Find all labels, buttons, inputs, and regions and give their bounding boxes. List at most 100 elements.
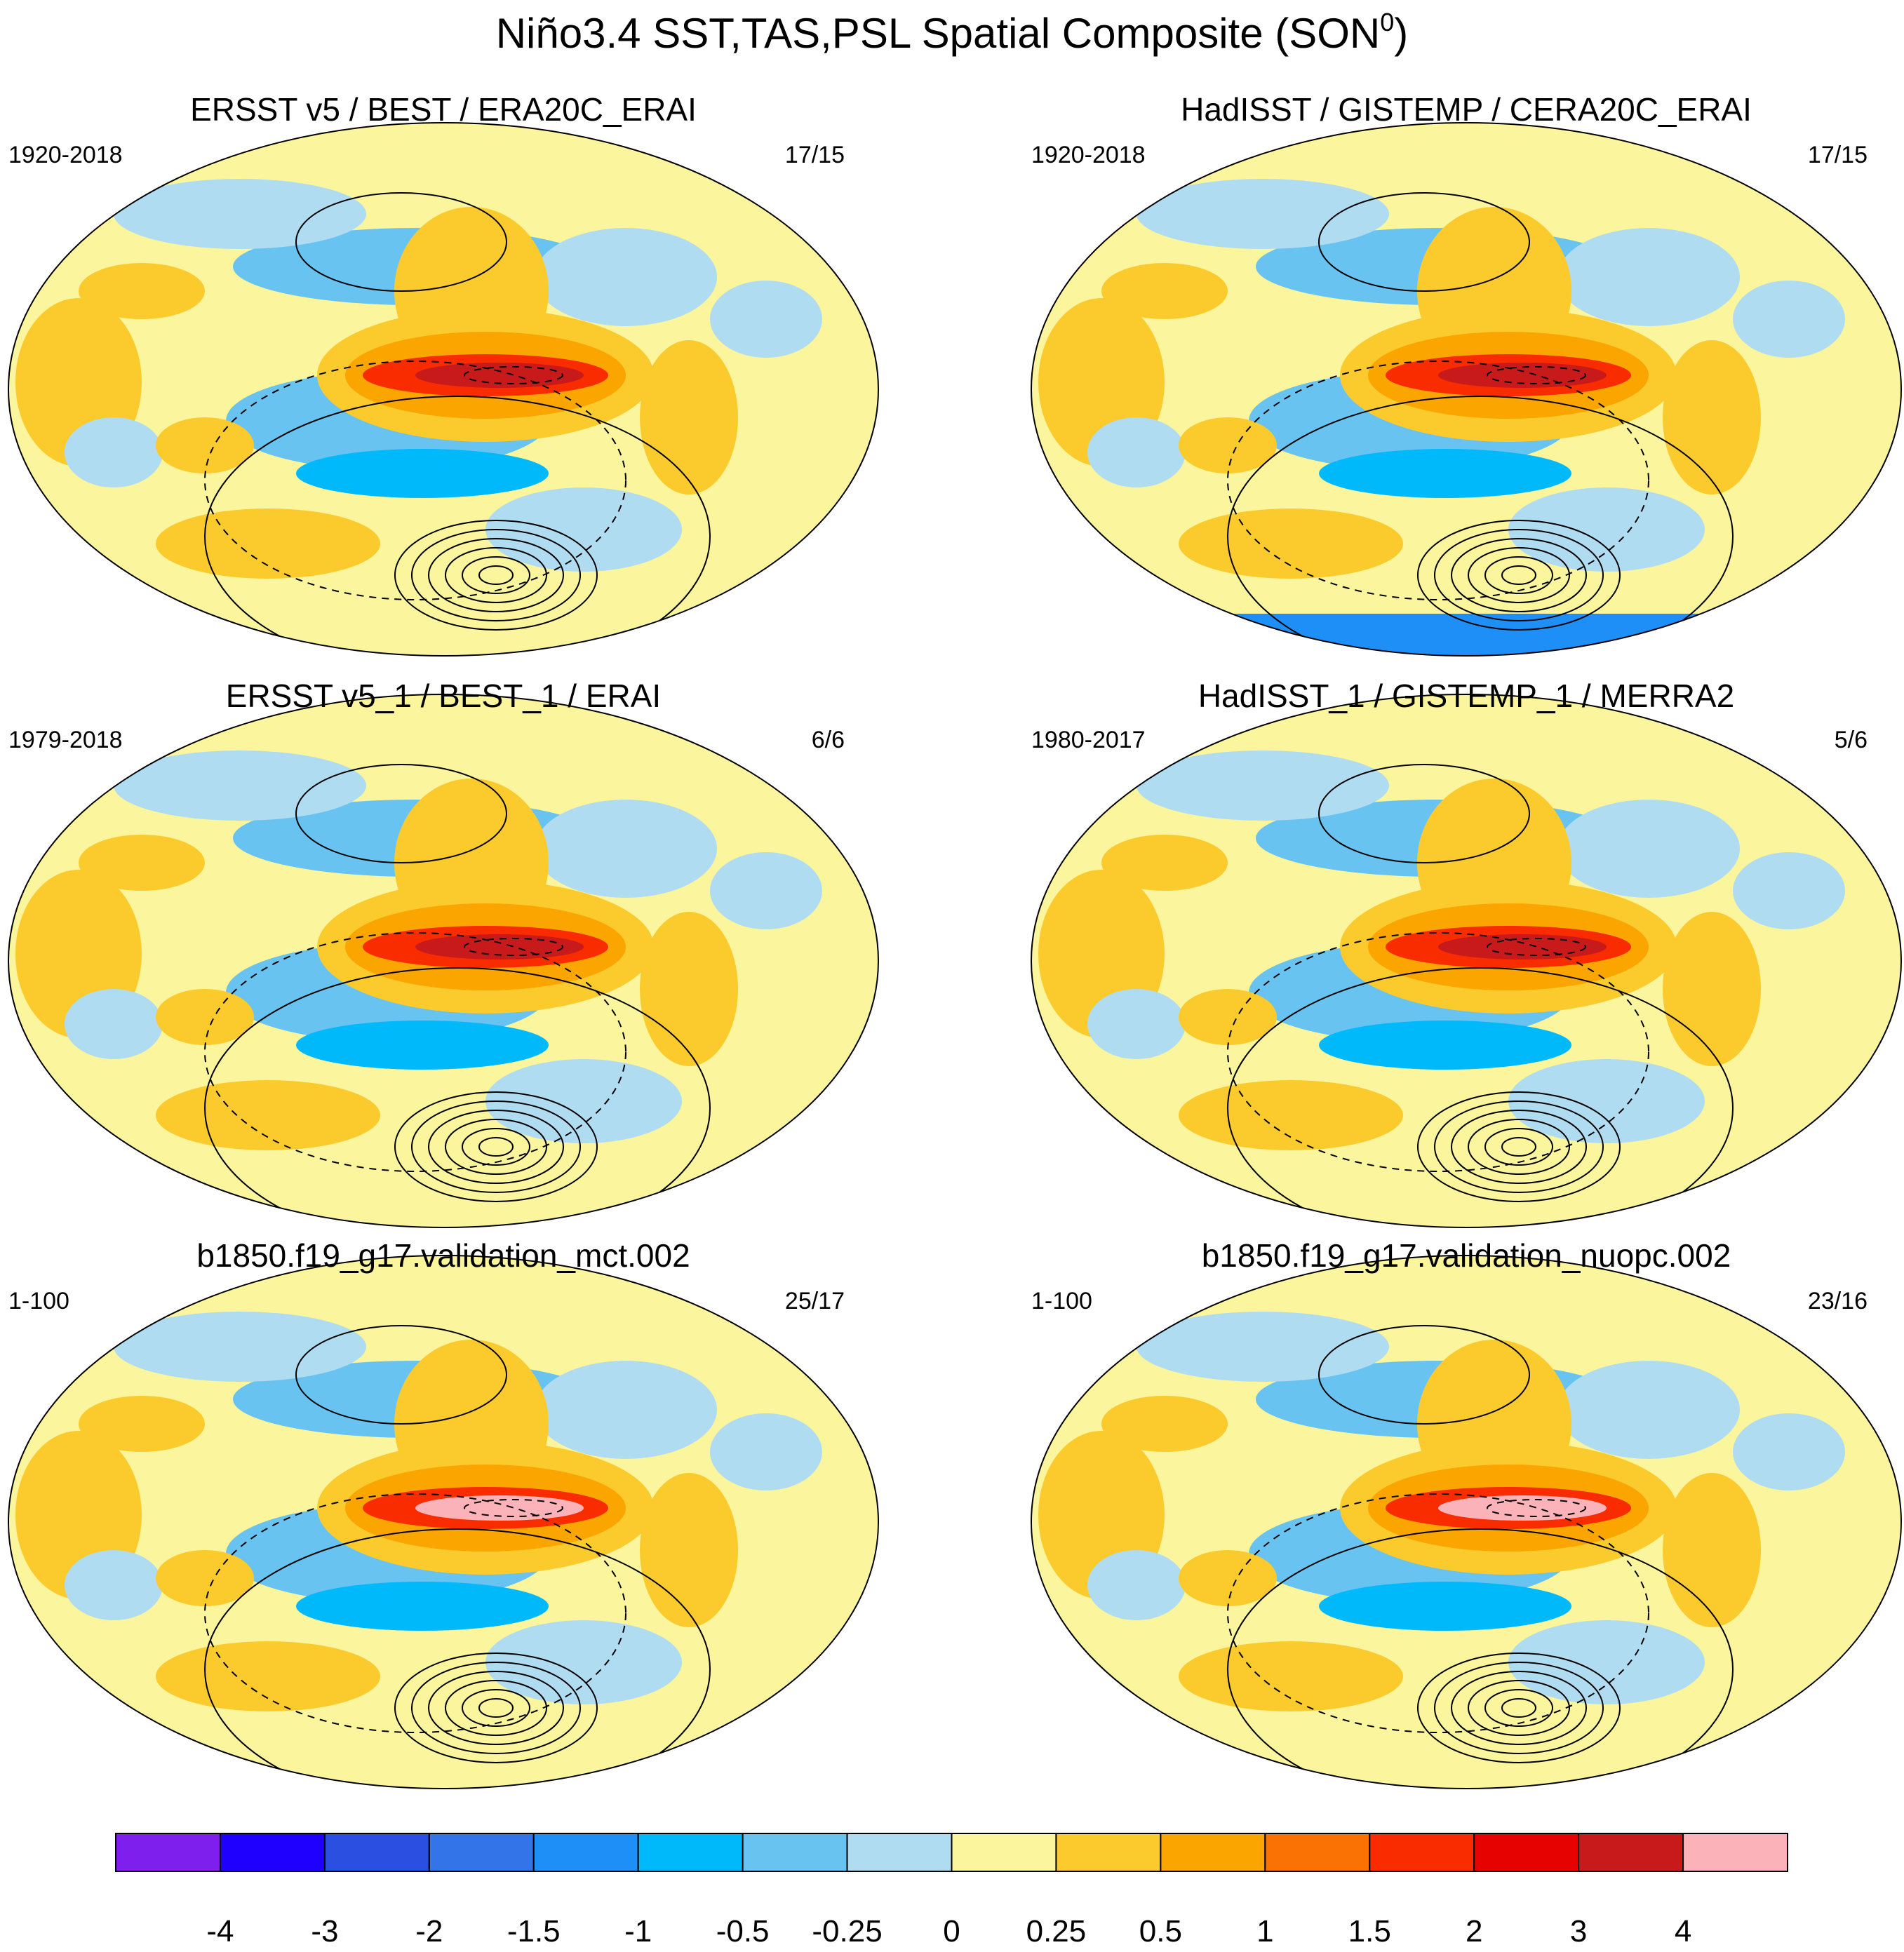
colorbar-tick-label: -2 bbox=[415, 1914, 443, 1948]
anomaly-band bbox=[1179, 1641, 1403, 1711]
anomaly-band bbox=[1733, 281, 1845, 358]
figure-canvas: Niño3.4 SST,TAS,PSL Spatial Composite (S… bbox=[0, 0, 1904, 1952]
map-panel: HadISST_1 / GISTEMP_1 / MERRA2 1980-2017 5… bbox=[1031, 678, 1901, 1248]
anomaly-band bbox=[640, 912, 738, 1066]
colorbar-tick-label: 1.5 bbox=[1348, 1914, 1391, 1948]
panel-title: HadISST / GISTEMP / CERA20C_ERAI bbox=[1181, 91, 1752, 128]
anomaly-band bbox=[114, 750, 366, 821]
anomaly-band bbox=[1179, 509, 1403, 579]
panel-period: 1920-2018 bbox=[8, 142, 123, 168]
anomaly-band bbox=[156, 1641, 380, 1711]
colorbar-swatch bbox=[1369, 1833, 1474, 1871]
anomaly-band bbox=[79, 1396, 205, 1452]
anomaly-field bbox=[1031, 1256, 1901, 1810]
colorbar-swatch bbox=[952, 1833, 1057, 1871]
anomaly-band bbox=[1663, 1473, 1761, 1627]
anomaly-field bbox=[8, 694, 878, 1248]
anomaly-band bbox=[65, 417, 163, 487]
panel-count: 6/6 bbox=[812, 727, 845, 753]
colorbar-swatch bbox=[220, 1833, 325, 1871]
colorbar-tick-label: -1 bbox=[624, 1914, 652, 1948]
anomaly-band bbox=[114, 179, 366, 249]
anomaly-field bbox=[1031, 694, 1901, 1248]
panel-count: 5/6 bbox=[1835, 727, 1868, 753]
panel-period: 1-100 bbox=[1031, 1288, 1092, 1314]
panel-period: 1979-2018 bbox=[8, 727, 123, 753]
panel-period: 1980-2017 bbox=[1031, 727, 1146, 753]
anomaly-band bbox=[79, 835, 205, 891]
colorbar-swatch bbox=[534, 1833, 638, 1871]
colorbar-swatch bbox=[429, 1833, 534, 1871]
anomaly-band bbox=[640, 1473, 738, 1627]
anomaly-band bbox=[710, 1413, 822, 1490]
colorbar-swatch bbox=[743, 1833, 847, 1871]
anomaly-band bbox=[1319, 449, 1571, 498]
anomaly-band bbox=[485, 487, 682, 572]
anomaly-band bbox=[156, 1080, 380, 1150]
colorbar-swatch bbox=[1056, 1833, 1160, 1871]
anomaly-band bbox=[1733, 852, 1845, 929]
anomaly-band bbox=[710, 852, 822, 929]
panel-title: ERSST v5 / BEST / ERA20C_ERAI bbox=[190, 91, 697, 128]
anomaly-band bbox=[1101, 263, 1228, 319]
colorbar-swatch bbox=[116, 1833, 220, 1871]
anomaly-band bbox=[296, 449, 549, 498]
anomaly-band bbox=[1087, 1550, 1186, 1620]
anomaly-band bbox=[1087, 417, 1186, 487]
panel-grid: ERSST v5 / BEST / ERA20C_ERAI 1920-2018 17… bbox=[8, 91, 1901, 1810]
panel-title: HadISST_1 / GISTEMP_1 / MERRA2 bbox=[1198, 678, 1734, 714]
anomaly-band bbox=[485, 1620, 682, 1704]
colorbar-tick-label: -4 bbox=[206, 1914, 234, 1948]
map-panel: b1850.f19_g17.validation_nuopc.002 1-100 2… bbox=[1031, 1237, 1901, 1810]
anomaly-band bbox=[1319, 1582, 1571, 1631]
anomaly-band bbox=[1733, 1413, 1845, 1490]
colorbar-swatch bbox=[638, 1833, 743, 1871]
anomaly-band bbox=[415, 363, 584, 388]
colorbar-tick-label: 1 bbox=[1256, 1914, 1273, 1948]
colorbar-tick-label: 2 bbox=[1466, 1914, 1482, 1948]
panel-title: b1850.f19_g17.validation_nuopc.002 bbox=[1202, 1237, 1731, 1274]
anomaly-band bbox=[1137, 750, 1389, 821]
colorbar-tick-label: 3 bbox=[1570, 1914, 1587, 1948]
colorbar-tick-label: 0.5 bbox=[1139, 1914, 1182, 1948]
anomaly-band bbox=[114, 1312, 366, 1382]
panel-period: 1920-2018 bbox=[1031, 142, 1146, 168]
anomaly-band bbox=[1101, 835, 1228, 891]
anomaly-band bbox=[296, 1582, 549, 1631]
anomaly-band bbox=[1319, 1021, 1571, 1070]
colorbar-tick-label: 4 bbox=[1675, 1914, 1691, 1948]
colorbar: -4 -3 -2 -1.5 -1 -0.5 -0.25 0 0.25 0.5 1 1.5 2 3 4 bbox=[116, 1833, 1788, 1948]
colorbar-swatch bbox=[1474, 1833, 1578, 1871]
anomaly-band bbox=[1663, 912, 1761, 1066]
panel-title: b1850.f19_g17.validation_mct.002 bbox=[196, 1237, 690, 1274]
anomaly-band bbox=[1179, 1080, 1403, 1150]
colorbar-tick-label: 0.25 bbox=[1026, 1914, 1087, 1948]
anomaly-band bbox=[415, 934, 584, 960]
anomaly-band bbox=[535, 1361, 717, 1459]
anomaly-band bbox=[1438, 934, 1607, 960]
anomaly-field bbox=[8, 1256, 878, 1810]
colorbar-tick-label: 0 bbox=[943, 1914, 960, 1948]
anomaly-band bbox=[535, 800, 717, 898]
colorbar-swatch bbox=[1683, 1833, 1788, 1871]
anomaly-band bbox=[1663, 340, 1761, 494]
anomaly-band bbox=[156, 509, 380, 579]
anomaly-field bbox=[8, 123, 878, 677]
figure-title: Niño3.4 SST,TAS,PSL Spatial Composite (S… bbox=[496, 8, 1409, 57]
panel-count: 17/15 bbox=[785, 142, 845, 168]
anomaly-band bbox=[1508, 1620, 1705, 1704]
anomaly-band bbox=[65, 989, 163, 1059]
anomaly-band bbox=[1087, 989, 1186, 1059]
colorbar-swatch bbox=[847, 1833, 952, 1871]
anomaly-band bbox=[1137, 179, 1389, 249]
anomaly-band bbox=[1508, 1059, 1705, 1143]
colorbar-tick-label: -0.25 bbox=[812, 1914, 882, 1948]
colorbar-swatch bbox=[1578, 1833, 1683, 1871]
anomaly-band bbox=[640, 340, 738, 494]
anomaly-band bbox=[710, 281, 822, 358]
colorbar-swatch bbox=[1265, 1833, 1369, 1871]
anomaly-band bbox=[1438, 363, 1607, 388]
colorbar-swatch bbox=[1160, 1833, 1265, 1871]
anomaly-band bbox=[1137, 1312, 1389, 1382]
colorbar-swatch bbox=[325, 1833, 429, 1871]
